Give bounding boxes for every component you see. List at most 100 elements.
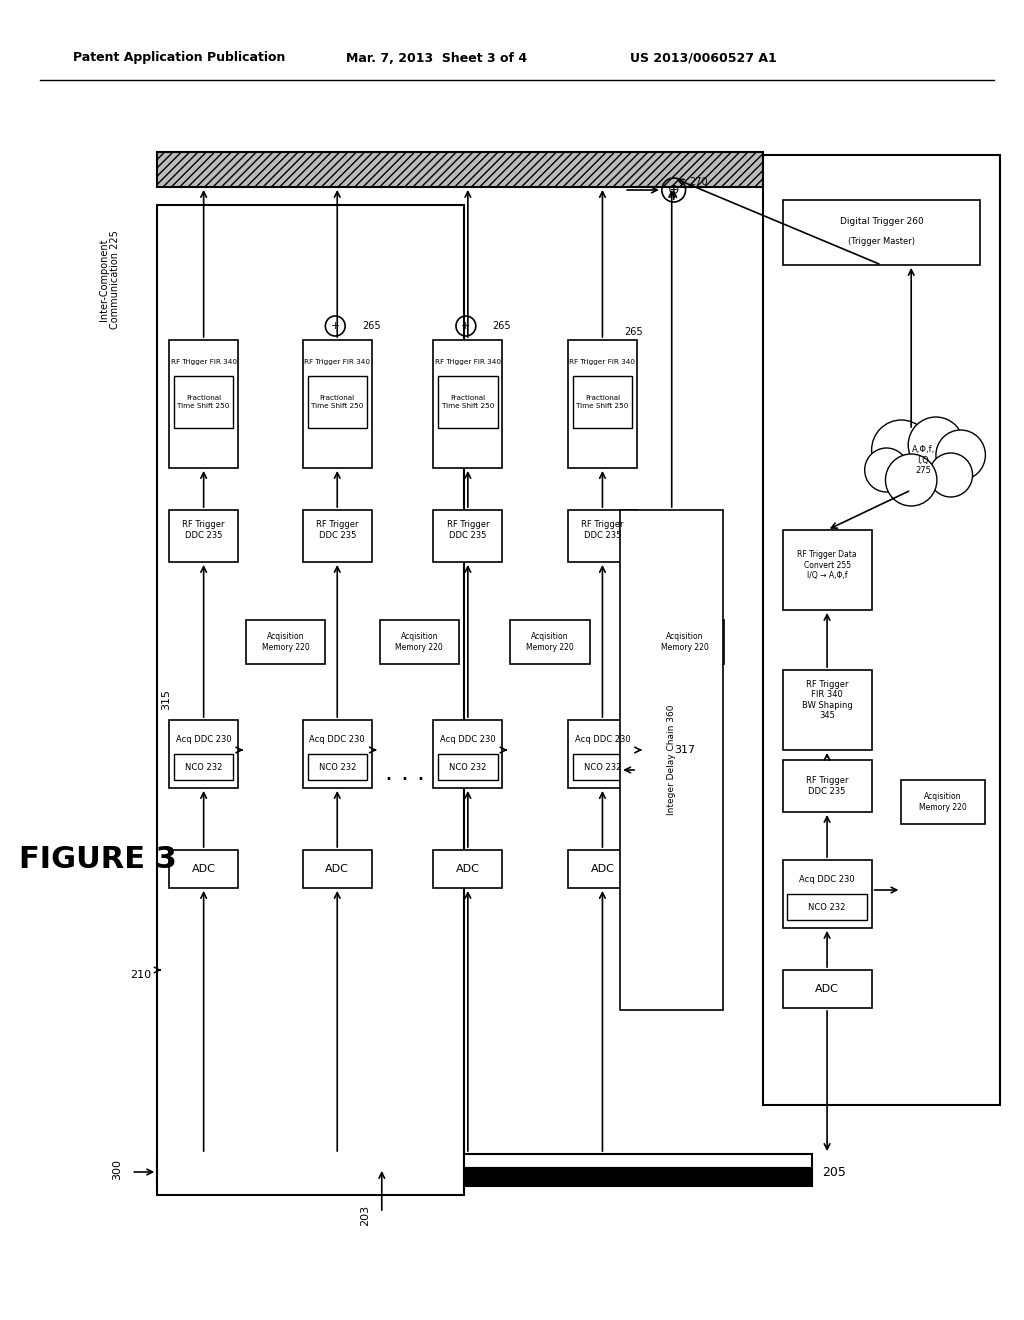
Text: 265: 265: [625, 327, 643, 337]
FancyBboxPatch shape: [433, 850, 503, 888]
FancyBboxPatch shape: [307, 376, 367, 428]
FancyBboxPatch shape: [169, 510, 239, 562]
Text: +: +: [331, 321, 340, 331]
Text: Acqisition
Memory 220: Acqisition Memory 220: [919, 792, 967, 812]
FancyBboxPatch shape: [782, 760, 871, 812]
FancyBboxPatch shape: [157, 205, 464, 1195]
Text: Fractional
Time Shift 250: Fractional Time Shift 250: [441, 396, 494, 408]
Text: US 2013/0060527 A1: US 2013/0060527 A1: [630, 51, 777, 65]
FancyBboxPatch shape: [567, 341, 637, 469]
FancyBboxPatch shape: [438, 754, 498, 780]
FancyBboxPatch shape: [763, 154, 1000, 1105]
FancyBboxPatch shape: [572, 376, 632, 428]
Text: ADC: ADC: [591, 865, 614, 874]
Text: Acq DDC 230: Acq DDC 230: [800, 875, 855, 884]
Text: FIGURE 3: FIGURE 3: [18, 846, 176, 874]
Text: Patent Application Publication: Patent Application Publication: [73, 51, 285, 65]
FancyBboxPatch shape: [782, 861, 871, 928]
Text: Acqisition
Memory 220: Acqisition Memory 220: [660, 632, 709, 652]
Text: RF Trigger FIR 340: RF Trigger FIR 340: [304, 359, 371, 366]
Text: Digital Trigger 260: Digital Trigger 260: [840, 218, 924, 227]
FancyBboxPatch shape: [567, 850, 637, 888]
Text: RF Trigger
DDC 235: RF Trigger DDC 235: [446, 520, 489, 540]
FancyBboxPatch shape: [567, 719, 637, 788]
FancyBboxPatch shape: [174, 376, 233, 428]
Text: Mar. 7, 2013  Sheet 3 of 4: Mar. 7, 2013 Sheet 3 of 4: [346, 51, 526, 65]
Circle shape: [929, 453, 973, 498]
Text: (Trigger Master): (Trigger Master): [848, 238, 915, 247]
Text: RF Trigger
DDC 235: RF Trigger DDC 235: [316, 520, 358, 540]
Text: NCO 232: NCO 232: [450, 763, 486, 771]
FancyBboxPatch shape: [782, 970, 871, 1008]
Text: ADC: ADC: [191, 865, 216, 874]
FancyBboxPatch shape: [174, 754, 233, 780]
Circle shape: [936, 430, 985, 480]
FancyBboxPatch shape: [782, 531, 871, 610]
Text: RF Trigger
FIR 340
BW Shaping
345: RF Trigger FIR 340 BW Shaping 345: [802, 680, 852, 721]
Text: RF Trigger
DDC 235: RF Trigger DDC 235: [582, 520, 624, 540]
FancyBboxPatch shape: [433, 510, 503, 562]
FancyBboxPatch shape: [157, 1154, 812, 1168]
Circle shape: [864, 447, 908, 492]
FancyBboxPatch shape: [901, 780, 985, 824]
Text: NCO 232: NCO 232: [185, 763, 222, 771]
Text: Inter-Component
Communication 225: Inter-Component Communication 225: [99, 231, 121, 330]
FancyBboxPatch shape: [246, 620, 326, 664]
Text: Integer Delay Chain 360: Integer Delay Chain 360: [668, 705, 676, 816]
FancyBboxPatch shape: [782, 671, 871, 750]
Text: NCO 232: NCO 232: [808, 903, 846, 912]
Text: Fractional
Time Shift 250: Fractional Time Shift 250: [577, 396, 629, 408]
Text: RF Trigger
DDC 235: RF Trigger DDC 235: [806, 776, 848, 796]
FancyBboxPatch shape: [307, 754, 367, 780]
Text: RF Trigger
DDC 235: RF Trigger DDC 235: [182, 520, 225, 540]
Text: RF Trigger FIR 340: RF Trigger FIR 340: [171, 359, 237, 366]
FancyBboxPatch shape: [303, 719, 372, 788]
Text: Acqisition
Memory 220: Acqisition Memory 220: [395, 632, 443, 652]
FancyBboxPatch shape: [438, 376, 498, 428]
Text: ADC: ADC: [326, 865, 349, 874]
FancyBboxPatch shape: [169, 341, 239, 469]
Text: 315: 315: [161, 689, 171, 710]
Text: Acqisition
Memory 220: Acqisition Memory 220: [526, 632, 573, 652]
FancyBboxPatch shape: [380, 620, 459, 664]
Text: 270: 270: [689, 177, 709, 187]
Text: 203: 203: [360, 1204, 370, 1225]
FancyBboxPatch shape: [621, 510, 723, 1010]
Bar: [157, 152, 763, 187]
FancyBboxPatch shape: [303, 850, 372, 888]
Circle shape: [886, 454, 937, 506]
Text: ADC: ADC: [456, 865, 480, 874]
Text: Acq DDC 230: Acq DDC 230: [309, 735, 365, 744]
Text: RF Trigger Data
Convert 255
I/Q → A,Φ,f: RF Trigger Data Convert 255 I/Q → A,Φ,f: [798, 550, 857, 579]
FancyBboxPatch shape: [433, 341, 503, 469]
Text: RF Trigger FIR 340: RF Trigger FIR 340: [435, 359, 501, 366]
FancyBboxPatch shape: [787, 894, 866, 920]
Text: Acq DDC 230: Acq DDC 230: [440, 735, 496, 744]
Text: 300: 300: [113, 1159, 123, 1180]
FancyBboxPatch shape: [303, 341, 372, 469]
Text: 265: 265: [361, 321, 381, 331]
Text: Fractional
Time Shift 250: Fractional Time Shift 250: [311, 396, 364, 408]
FancyBboxPatch shape: [169, 850, 239, 888]
Text: 205: 205: [822, 1166, 846, 1179]
Text: NCO 232: NCO 232: [584, 763, 622, 771]
Text: Acqisition
Memory 220: Acqisition Memory 220: [262, 632, 309, 652]
FancyBboxPatch shape: [303, 510, 372, 562]
FancyBboxPatch shape: [157, 1168, 812, 1185]
Text: Fractional
Time Shift 250: Fractional Time Shift 250: [177, 396, 229, 408]
Text: 317: 317: [674, 744, 695, 755]
Text: ADC: ADC: [815, 983, 839, 994]
Text: NCO 232: NCO 232: [318, 763, 356, 771]
Text: · · ·: · · ·: [385, 768, 425, 792]
Text: 265: 265: [493, 321, 511, 331]
Circle shape: [871, 420, 931, 480]
Text: +: +: [461, 321, 471, 331]
FancyBboxPatch shape: [567, 510, 637, 562]
FancyBboxPatch shape: [169, 719, 239, 788]
FancyBboxPatch shape: [645, 620, 724, 664]
FancyBboxPatch shape: [572, 754, 632, 780]
Text: ⊕: ⊕: [668, 183, 680, 197]
Text: RF Trigger FIR 340: RF Trigger FIR 340: [569, 359, 636, 366]
Text: 210: 210: [130, 970, 152, 979]
Text: Acq DDC 230: Acq DDC 230: [176, 735, 231, 744]
